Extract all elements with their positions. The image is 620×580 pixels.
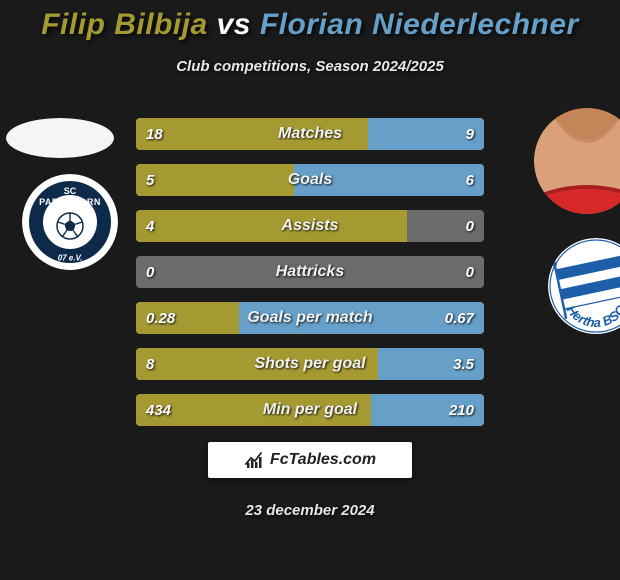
title-vs: vs bbox=[217, 8, 251, 41]
club1-text-sc: SC bbox=[64, 186, 77, 196]
player1-club-badge: SC PADERBORN 07 e.V. bbox=[22, 174, 118, 270]
stat-row: Min per goal434 210 bbox=[136, 394, 484, 426]
stat-bars: Matches189Goals56Assists40Hattricks00Goa… bbox=[136, 118, 484, 440]
stat-label: Assists bbox=[136, 210, 484, 242]
stat-row: Matches18 9 bbox=[136, 118, 484, 150]
title-player1: Filip Bilbija bbox=[41, 8, 208, 41]
player2-club-badge: Hertha BSC bbox=[548, 238, 620, 334]
stat-row: Hattricks0 0 bbox=[136, 256, 484, 288]
club1-text-name: PADERBORN bbox=[39, 197, 101, 207]
footer-site: FcTables.com bbox=[270, 451, 376, 469]
footer-badge[interactable]: FcTables.com bbox=[208, 442, 412, 478]
stat-value-left: 434 bbox=[136, 394, 181, 426]
stat-row: Shots per goal8 3.5 bbox=[136, 348, 484, 380]
stat-value-right: 3.5 bbox=[443, 348, 484, 380]
stat-label: Matches bbox=[136, 118, 484, 150]
club1-text-07: 07 e.V. bbox=[58, 254, 83, 263]
stat-row: Goals per match0.28 0.67 bbox=[136, 302, 484, 334]
stat-value-left: 5 bbox=[136, 164, 164, 196]
stat-label: Hattricks bbox=[136, 256, 484, 288]
stat-value-left: 8 bbox=[136, 348, 164, 380]
stat-value-right: 0 bbox=[456, 210, 484, 242]
stat-label: Min per goal bbox=[136, 394, 484, 426]
stat-value-right: 0.67 bbox=[435, 302, 484, 334]
player1-avatar bbox=[6, 118, 114, 158]
stat-value-right: 0 bbox=[456, 256, 484, 288]
stat-row: Assists4 0 bbox=[136, 210, 484, 242]
stat-value-left: 18 bbox=[136, 118, 173, 150]
comparison-title: Filip Bilbija vs Florian Niederlechner bbox=[0, 0, 620, 42]
chart-icon bbox=[244, 450, 264, 470]
stat-row: Goals5 6 bbox=[136, 164, 484, 196]
stat-value-left: 0.28 bbox=[136, 302, 185, 334]
title-player2: Florian Niederlechner bbox=[260, 8, 579, 41]
chart-area: SC PADERBORN 07 e.V. bbox=[0, 118, 620, 438]
subtitle: Club competitions, Season 2024/2025 bbox=[0, 58, 620, 75]
stat-value-left: 4 bbox=[136, 210, 164, 242]
stat-value-right: 9 bbox=[456, 118, 484, 150]
stat-label: Shots per goal bbox=[136, 348, 484, 380]
player2-avatar bbox=[534, 108, 620, 214]
stat-label: Goals bbox=[136, 164, 484, 196]
footer-date: 23 december 2024 bbox=[0, 502, 620, 519]
stat-value-right: 6 bbox=[456, 164, 484, 196]
stat-value-left: 0 bbox=[136, 256, 164, 288]
stat-value-right: 210 bbox=[439, 394, 484, 426]
stat-label: Goals per match bbox=[136, 302, 484, 334]
